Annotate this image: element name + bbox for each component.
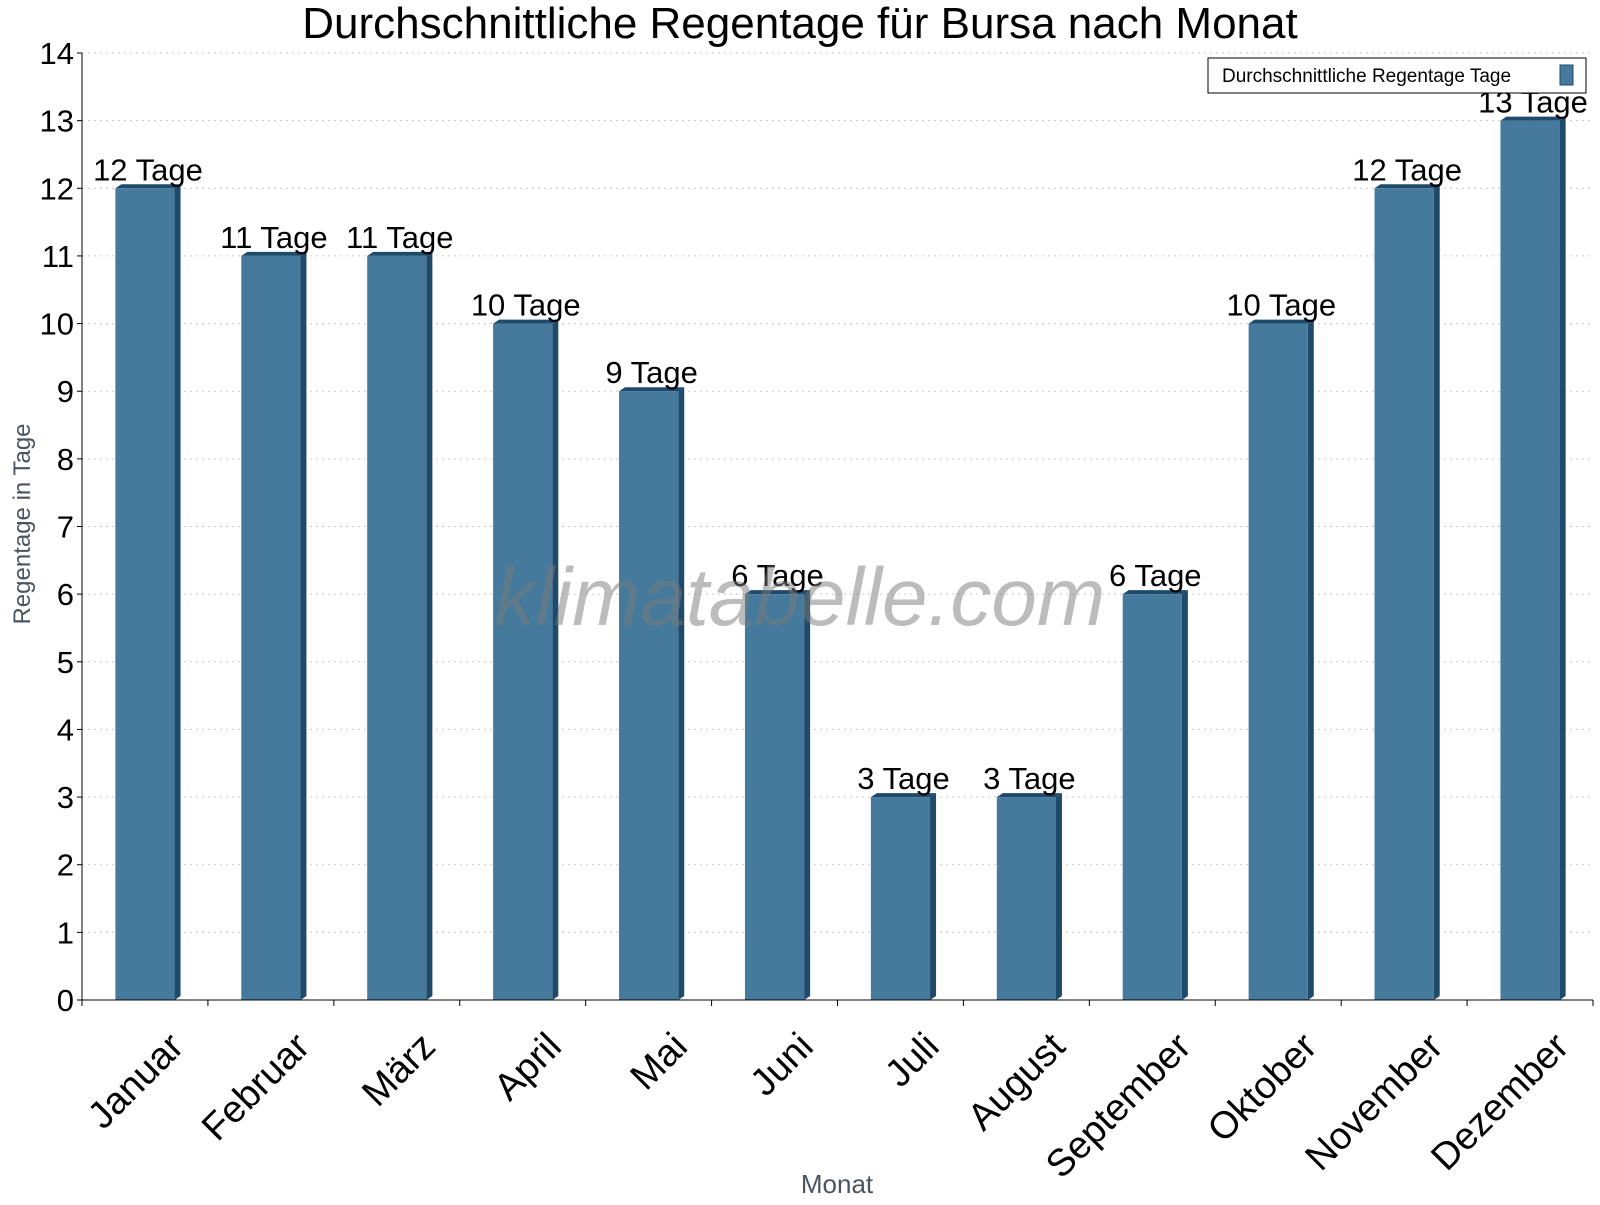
y-tick-label: 1: [57, 915, 74, 950]
chart-title: Durchschnittliche Regentage für Bursa na…: [302, 0, 1297, 48]
bar-november: [1374, 184, 1440, 1001]
watermark: klimatabelle.com: [495, 552, 1106, 643]
x-tick-label: Januar: [80, 1025, 192, 1137]
bar-side: [1055, 793, 1062, 1000]
data-label: 10 Tage: [1226, 288, 1336, 323]
bar-side: [1559, 116, 1566, 1000]
bar-mai: [619, 387, 685, 1000]
y-tick-label: 5: [57, 645, 74, 680]
bar: [115, 188, 175, 1001]
bar: [1122, 594, 1182, 1000]
bar-juni: [744, 590, 811, 1000]
y-tick-label: 3: [57, 780, 74, 815]
bar-dezember: [1500, 116, 1566, 1000]
bar-side: [1181, 590, 1188, 1000]
bar: [367, 255, 427, 1000]
x-tick-label: Oktober: [1200, 1025, 1326, 1151]
data-label: 11 Tage: [346, 220, 453, 255]
data-label: 9 Tage: [605, 355, 698, 390]
legend: Durchschnittliche Regentage Tage: [1207, 57, 1587, 94]
y-tick-label: 0: [57, 983, 74, 1018]
y-tick-label: 6: [57, 577, 74, 612]
bar-märz: [367, 251, 433, 1000]
bar-top: [367, 251, 433, 256]
bar-september: [1122, 590, 1188, 1000]
bar-side: [300, 251, 307, 1000]
x-tick-label: März: [354, 1025, 443, 1114]
y-tick-label: 12: [40, 171, 74, 206]
bar: [619, 391, 679, 1000]
y-tick-label: 7: [57, 510, 74, 545]
bar-side: [1307, 319, 1314, 1001]
bar-top: [115, 184, 181, 189]
bar-august: [996, 793, 1062, 1000]
bar-side: [930, 793, 937, 1000]
x-tick-label: November: [1298, 1025, 1452, 1179]
y-axis-label: Regentage in Tage: [9, 423, 36, 624]
bar-top: [1500, 116, 1566, 121]
bar: [744, 594, 805, 1000]
bar-side: [678, 387, 685, 1000]
x-tick-label: August: [960, 1025, 1074, 1139]
bar: [1374, 188, 1434, 1001]
data-label: 10 Tage: [471, 288, 581, 323]
bar-top: [744, 590, 811, 595]
bar-top: [493, 319, 559, 324]
x-tick-label: Juni: [743, 1025, 822, 1104]
bar-top: [619, 387, 685, 392]
bar-top: [241, 251, 307, 256]
data-labels: 12 Tage 11 Tage 11 Tage 10 Tage 9 Tage 6 Tage…: [93, 85, 1588, 796]
x-axis-label: Monat: [801, 1169, 874, 1199]
legend-swatch: [1559, 64, 1574, 86]
data-label: 11 Tage: [220, 220, 327, 255]
bar: [996, 797, 1056, 1000]
bar-oktober: [1248, 319, 1314, 1001]
y-tick-label: 2: [57, 848, 74, 883]
x-tick-label: Juli: [877, 1025, 947, 1095]
bar: [870, 797, 931, 1000]
data-label: 12 Tage: [93, 152, 203, 187]
data-label: 3 Tage: [983, 761, 1076, 796]
y-tick-label: 8: [57, 442, 74, 477]
y-tick-label: 14: [40, 36, 74, 71]
bar: [241, 255, 301, 1000]
bar-side: [1433, 184, 1440, 1001]
bar: [1248, 323, 1308, 1001]
x-tick-label: Dezember: [1423, 1025, 1577, 1179]
bar-april: [493, 319, 559, 1001]
bar: [493, 323, 553, 1001]
y-tick-label: 10: [40, 307, 74, 342]
bar-februar: [241, 251, 307, 1000]
data-label: 6 Tage: [1109, 558, 1202, 593]
x-tick-label: Februar: [194, 1025, 318, 1149]
data-label: 6 Tage: [731, 558, 824, 593]
bar-side: [552, 319, 559, 1001]
bar-top: [870, 793, 937, 798]
x-tick-label: April: [486, 1025, 569, 1108]
bar-side: [174, 184, 181, 1001]
bar-side: [426, 251, 433, 1000]
bar-januar: [115, 184, 181, 1001]
data-label: 3 Tage: [857, 761, 950, 796]
bar: [1500, 120, 1560, 1000]
y-tick-label: 13: [40, 104, 74, 139]
data-label: 12 Tage: [1352, 152, 1462, 187]
bar-side: [804, 590, 811, 1000]
x-tick-label: Mai: [623, 1025, 696, 1098]
bar-top: [1248, 319, 1314, 324]
bar-top: [1374, 184, 1440, 189]
bars: [115, 116, 1566, 1001]
bar-juli: [870, 793, 937, 1000]
legend-label: Durchschnittliche Regentage Tage: [1222, 66, 1511, 87]
y-tick-label: 4: [57, 712, 74, 747]
bar-top: [996, 793, 1062, 798]
y-tick-label: 11: [42, 239, 74, 274]
y-tick-label: 9: [57, 374, 74, 409]
legend-box: [1207, 57, 1587, 94]
bar-top: [1122, 590, 1188, 595]
